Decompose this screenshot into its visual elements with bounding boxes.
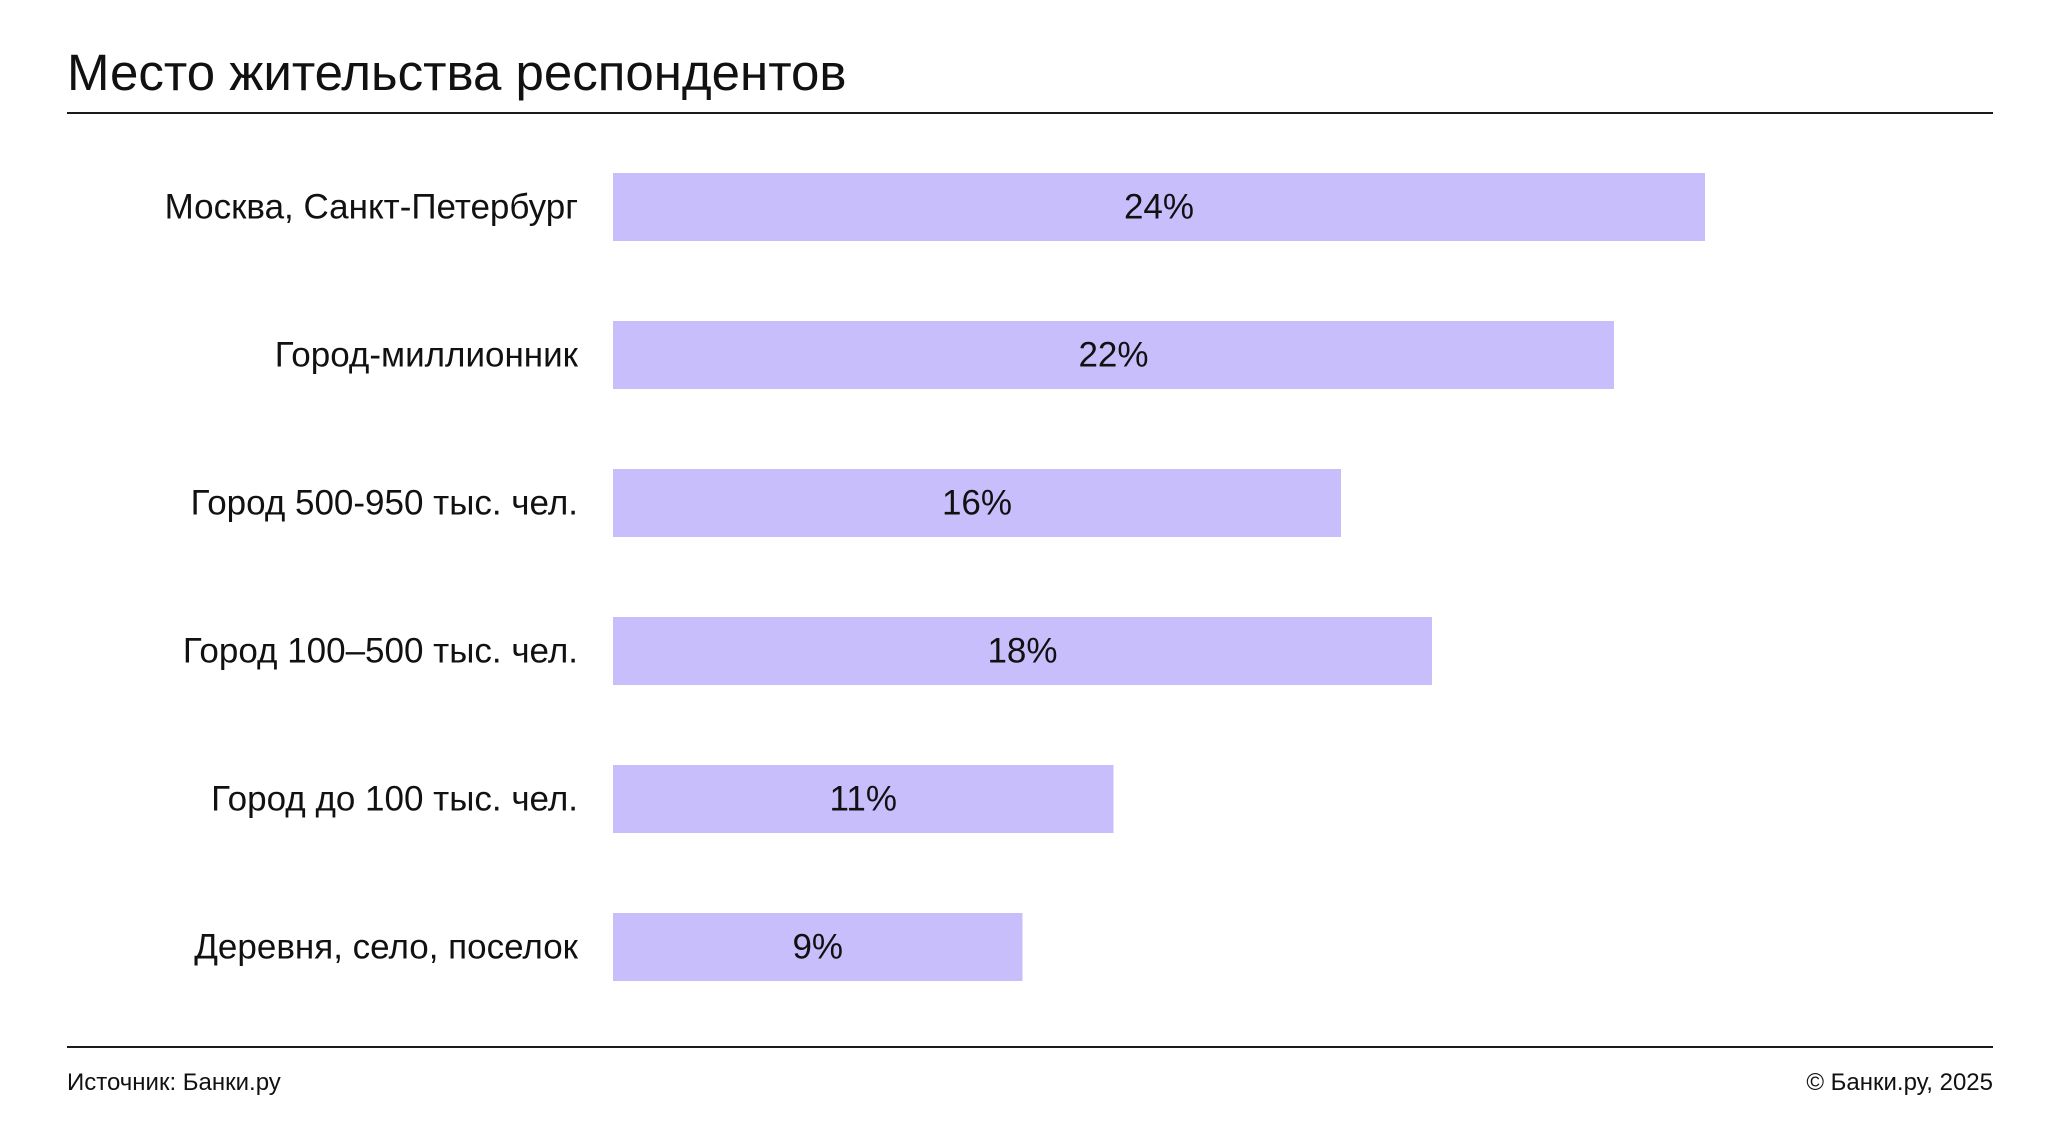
category-label: Город 500-950 тыс. чел.	[191, 484, 578, 523]
data-label: 24%	[1124, 188, 1194, 227]
data-label: 11%	[830, 780, 897, 819]
chart-title: Место жительства респондентов	[67, 44, 847, 101]
bar	[613, 617, 1432, 685]
category-label: Город-миллионник	[275, 336, 579, 375]
data-label: 16%	[942, 484, 1012, 523]
bar	[613, 469, 1341, 537]
footer-divider	[67, 1046, 1993, 1048]
title-divider	[67, 112, 1993, 114]
copyright-note: © Банки.ру, 2025	[1806, 1069, 1993, 1096]
category-label: Город 100–500 тыс. чел.	[183, 632, 578, 671]
category-label: Москва, Санкт-Петербург	[165, 188, 578, 227]
category-label: Город до 100 тыс. чел.	[211, 780, 578, 819]
category-label: Деревня, село, поселок	[194, 928, 578, 967]
bar	[613, 765, 1114, 833]
data-label: 18%	[987, 632, 1057, 671]
bar-chart: Москва, Санкт-Петербург 24% Город-миллионн…	[165, 173, 1705, 981]
bar	[613, 321, 1614, 389]
data-label: 22%	[1078, 336, 1148, 375]
data-label: 9%	[792, 928, 843, 967]
source-note: Источник: Банки.ру	[67, 1069, 281, 1096]
bar	[613, 913, 1023, 981]
bar	[613, 173, 1705, 241]
